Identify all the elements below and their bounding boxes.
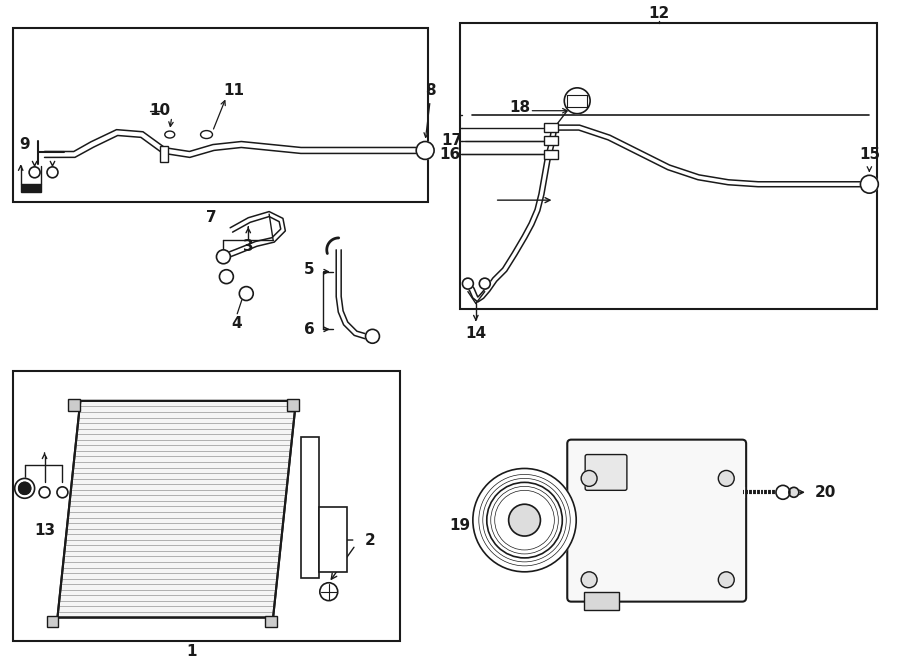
- Circle shape: [564, 88, 590, 114]
- Text: 7: 7: [206, 210, 217, 224]
- Circle shape: [581, 471, 597, 487]
- Text: 6: 6: [303, 322, 314, 337]
- Text: 12: 12: [648, 6, 670, 21]
- Circle shape: [789, 487, 799, 497]
- Circle shape: [463, 278, 473, 289]
- Bar: [287, 399, 299, 411]
- Text: 20: 20: [815, 485, 836, 500]
- Circle shape: [217, 250, 230, 263]
- Polygon shape: [58, 401, 296, 618]
- Text: 16: 16: [439, 147, 461, 162]
- Circle shape: [416, 142, 434, 160]
- Circle shape: [860, 175, 878, 193]
- Circle shape: [487, 483, 562, 558]
- Circle shape: [581, 572, 597, 588]
- Circle shape: [480, 278, 491, 289]
- Circle shape: [19, 483, 31, 495]
- Circle shape: [57, 487, 68, 498]
- Bar: [319, 507, 346, 572]
- Circle shape: [29, 167, 40, 178]
- Bar: [266, 616, 277, 628]
- Polygon shape: [21, 184, 40, 192]
- Text: 17: 17: [441, 133, 463, 148]
- Bar: [460, 23, 878, 309]
- Text: 5: 5: [303, 262, 314, 277]
- Bar: [68, 399, 80, 411]
- FancyBboxPatch shape: [567, 440, 746, 602]
- Text: 2: 2: [365, 532, 376, 547]
- Bar: [13, 371, 400, 641]
- Text: 8: 8: [425, 83, 436, 99]
- Circle shape: [718, 471, 734, 487]
- Bar: [584, 592, 619, 610]
- Bar: [544, 123, 558, 132]
- Circle shape: [220, 269, 233, 283]
- Text: 15: 15: [859, 147, 880, 162]
- Circle shape: [472, 469, 576, 572]
- Text: 3: 3: [243, 240, 254, 254]
- Bar: [301, 437, 319, 578]
- Text: 4: 4: [231, 316, 241, 331]
- FancyBboxPatch shape: [585, 455, 627, 491]
- Text: 1: 1: [186, 644, 197, 659]
- Bar: [544, 136, 558, 145]
- Text: 13: 13: [34, 522, 55, 538]
- Bar: [544, 150, 558, 159]
- Ellipse shape: [201, 130, 212, 138]
- Circle shape: [320, 583, 338, 600]
- Bar: [47, 616, 58, 628]
- Text: 14: 14: [465, 326, 486, 341]
- Circle shape: [365, 329, 380, 344]
- Bar: [13, 28, 428, 202]
- Circle shape: [508, 504, 540, 536]
- Text: 9: 9: [19, 137, 30, 152]
- Circle shape: [14, 479, 34, 498]
- Text: 11: 11: [223, 83, 244, 99]
- Bar: [160, 146, 167, 162]
- Circle shape: [47, 167, 58, 178]
- Circle shape: [239, 287, 253, 301]
- Text: 19: 19: [449, 518, 471, 533]
- Text: 18: 18: [509, 100, 530, 115]
- Circle shape: [718, 572, 734, 588]
- Circle shape: [39, 487, 50, 498]
- Circle shape: [776, 485, 790, 499]
- Text: 10: 10: [149, 103, 170, 118]
- Ellipse shape: [165, 131, 175, 138]
